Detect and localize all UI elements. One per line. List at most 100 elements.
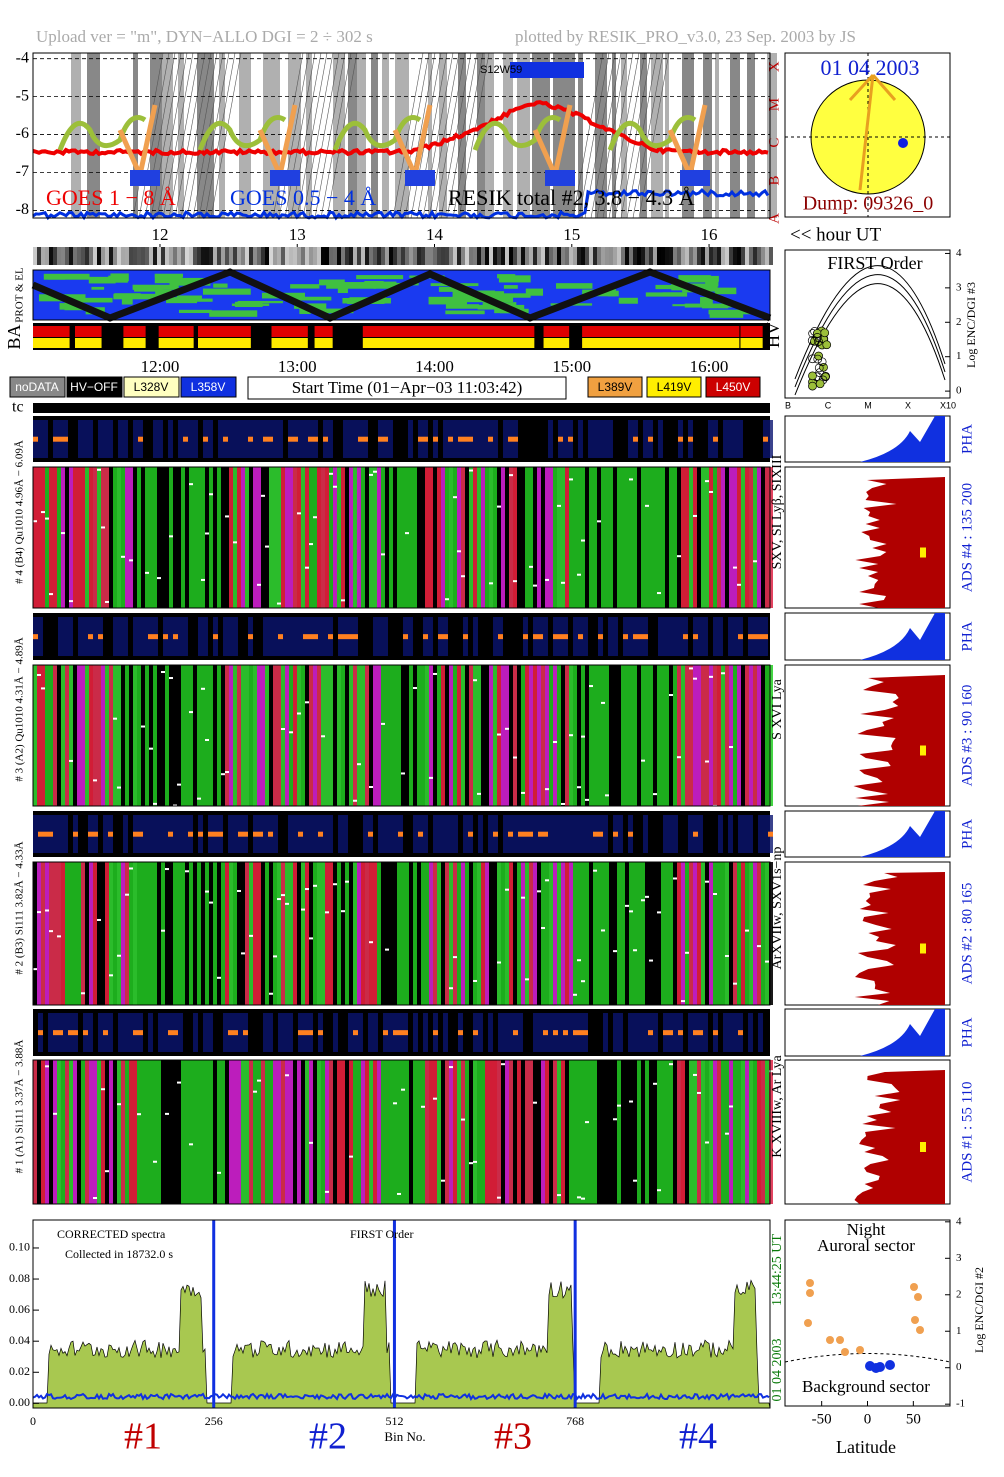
resik-blue: [270, 170, 300, 186]
spec-column: [513, 862, 517, 1005]
spec-streak: [369, 786, 373, 789]
spec-column: [241, 862, 245, 1005]
spec-column: [293, 665, 297, 806]
spec-column: [193, 862, 197, 1005]
night-label: Night: [847, 1220, 886, 1239]
spec-column: [505, 665, 509, 806]
spec-column: [653, 665, 657, 806]
auroral-label: Auroral sector: [817, 1236, 915, 1255]
spec-streak: [33, 520, 37, 523]
spec-column: [733, 665, 737, 806]
spec-column: [705, 862, 709, 1005]
strip: [73, 247, 77, 265]
pha-line: [738, 1030, 743, 1036]
pha-noise: [758, 1013, 763, 1052]
spec-column: [661, 665, 665, 806]
legend-box: [587, 376, 643, 398]
pha-noise: [178, 1013, 183, 1052]
spec-streak: [497, 961, 501, 964]
pha-line: [293, 436, 298, 442]
spec-column: [541, 1060, 545, 1204]
strip: [45, 247, 49, 265]
spec-column: [61, 467, 65, 608]
spec-column: [249, 467, 253, 608]
ba-yellow: [691, 338, 740, 348]
pha-line: [458, 436, 463, 442]
spec-column: [577, 862, 581, 1005]
spec-column: [757, 665, 761, 806]
strip: [697, 247, 701, 265]
spec-column: [525, 467, 529, 608]
header-upload: Upload ver = "m", DYN−ALLO DGI = 2 ÷ 302…: [36, 27, 373, 46]
pha-noise: [563, 420, 568, 458]
spec-column: [201, 1060, 205, 1204]
spec-column: [57, 862, 61, 1005]
pha-noise: [743, 815, 748, 853]
spec-column: [249, 862, 253, 1005]
pha-noise: [318, 617, 323, 656]
spec-column: [265, 665, 269, 806]
spec-column: [273, 1060, 277, 1204]
first-order-title: FIRST Order: [827, 253, 922, 273]
pha-noise: [208, 420, 213, 458]
night-band: [485, 53, 494, 218]
spec-column: [561, 862, 565, 1005]
pha-noise: [328, 815, 333, 853]
pha-noise: [288, 815, 293, 853]
spec-streak: [281, 894, 285, 897]
spec-column: [509, 862, 513, 1005]
pha-noise: [133, 420, 138, 458]
strip: [305, 247, 309, 265]
night-band: [651, 53, 663, 218]
spec-column: [469, 1060, 473, 1204]
spec-column: [261, 665, 265, 806]
spec-column: [213, 665, 217, 806]
spec-column: [669, 665, 673, 806]
pha-line: [668, 1030, 673, 1036]
prot-noise: [701, 303, 729, 309]
pha-noise: [273, 617, 278, 656]
spec-streak: [457, 550, 461, 553]
pha-line: [103, 1030, 108, 1036]
spec-column: [689, 467, 693, 608]
pha-noise: [363, 815, 368, 853]
hatch: [578, 52, 610, 219]
spec-column: [177, 467, 181, 608]
spec-column: [753, 862, 757, 1005]
spec-streak: [333, 883, 337, 886]
pha-noise: [233, 617, 238, 656]
pha-line: [688, 436, 693, 442]
spec-streak: [189, 711, 193, 714]
x-class-label: X: [905, 400, 911, 410]
pha-line: [758, 634, 763, 640]
pha-noise: [673, 1013, 678, 1052]
spec-column: [137, 862, 141, 1005]
spec-streak: [561, 802, 565, 805]
spec-column: [641, 862, 645, 1005]
hatch: [428, 52, 460, 219]
spec-streak: [261, 494, 265, 497]
spec-column: [641, 665, 645, 806]
spec-streak: [657, 592, 661, 595]
spec-column: [385, 862, 389, 1005]
strip: [105, 247, 109, 265]
pha-line: [633, 436, 638, 442]
strip: [53, 247, 57, 265]
prot-noise: [326, 282, 376, 289]
pha-noise: [653, 1013, 658, 1052]
spec-streak: [37, 673, 41, 676]
spec-streak: [369, 473, 373, 476]
spec-column: [449, 665, 453, 806]
strip: [737, 247, 741, 265]
spec-column: [637, 1060, 641, 1204]
spec-column: [497, 862, 501, 1005]
spec-column: [745, 665, 749, 806]
spec-column: [181, 1060, 185, 1204]
pha-noise: [453, 815, 458, 853]
spec-column: [665, 665, 669, 806]
ba-yellow: [198, 338, 241, 348]
spec-column: [177, 1060, 181, 1204]
spec-column: [217, 467, 221, 608]
spec-column: [369, 467, 373, 608]
spec-column: [201, 862, 205, 1005]
